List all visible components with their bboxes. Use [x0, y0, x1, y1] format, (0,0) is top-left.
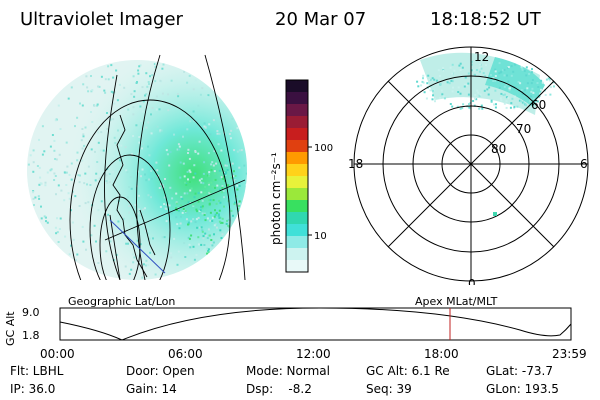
- apex-caption: Apex MLat/MLT: [415, 295, 498, 308]
- altitude-ylabel: GC Alt: [4, 311, 17, 346]
- ytick-low: 1.8: [22, 329, 40, 342]
- colorbar-block: [286, 104, 308, 117]
- geographic-caption: Geographic Lat/Lon: [68, 295, 176, 308]
- coastline: [112, 114, 156, 278]
- colorbar-block: [286, 188, 308, 201]
- colorbar-scale: [286, 80, 308, 273]
- colorbar-block: [286, 92, 308, 105]
- date-label: 20 Mar 07: [275, 9, 367, 30]
- xtick-1800: 18:00: [424, 347, 459, 361]
- gc-alt-info: GC Alt: 6.1 Re: [366, 364, 450, 378]
- dsp-info: Dsp: -8.2: [246, 382, 312, 396]
- altitude-curve: [59, 307, 572, 341]
- door-info: Door: Open: [126, 364, 195, 378]
- colorbar-block: [286, 248, 308, 261]
- mlt-label-0: 0: [468, 277, 476, 285]
- xtick-2359: 23:59: [552, 347, 587, 361]
- mlt-label-12: 12: [474, 50, 489, 64]
- glat-info: GLat: -73.7: [486, 364, 553, 378]
- ytick-high: 9.0: [22, 306, 40, 319]
- colorbar-block: [286, 80, 308, 93]
- altitude-plot: 9.0 1.8 GC Alt 00:00 06:00 12:00 18:00 2…: [4, 306, 587, 361]
- mlat-label-70: 70: [516, 122, 531, 136]
- colorbar-block: [286, 260, 308, 273]
- colorbar-block: [286, 236, 308, 249]
- mlat-label-80: 80: [491, 142, 506, 156]
- mlt-label-18: 18: [348, 157, 363, 171]
- colorbar-block: [286, 152, 308, 165]
- time-label: 18:18:52 UT: [430, 9, 541, 30]
- instrument-title: Ultraviolet Imager: [20, 9, 183, 30]
- colorbar-unit-label: photon cm⁻²s⁻¹: [269, 152, 283, 245]
- colorbar-block: [286, 212, 308, 225]
- colorbar-tick-10: 10: [314, 231, 327, 242]
- xtick-1200: 12:00: [296, 347, 331, 361]
- filter-info: Flt: LBHL: [10, 364, 64, 378]
- colorbar-block: [286, 200, 308, 213]
- polar-plot: 60 70 80 12 18 6 0: [348, 46, 589, 285]
- colorbar-block: [286, 176, 308, 189]
- colorbar: 100 10 photon cm⁻²s⁻¹: [269, 79, 333, 273]
- gain-info: Gain: 14: [126, 382, 177, 396]
- geographic-image: [27, 54, 247, 280]
- colorbar-tick-100: 100: [314, 143, 333, 154]
- seq-info: Seq: 39: [366, 382, 412, 396]
- colorbar-block: [286, 224, 308, 237]
- mlat-label-60: 60: [531, 98, 546, 112]
- mode-info: Mode: Normal: [246, 364, 330, 378]
- colorbar-block: [286, 128, 308, 141]
- xtick-0000: 00:00: [40, 347, 75, 361]
- colorbar-block: [286, 116, 308, 129]
- glon-info: GLon: 193.5: [486, 382, 559, 396]
- colorbar-block: [286, 164, 308, 177]
- xtick-0600: 06:00: [168, 347, 203, 361]
- colorbar-block: [286, 140, 308, 153]
- terminator-line: [109, 219, 166, 274]
- mlt-label-6: 6: [580, 157, 588, 171]
- ip-info: IP: 36.0: [10, 382, 56, 396]
